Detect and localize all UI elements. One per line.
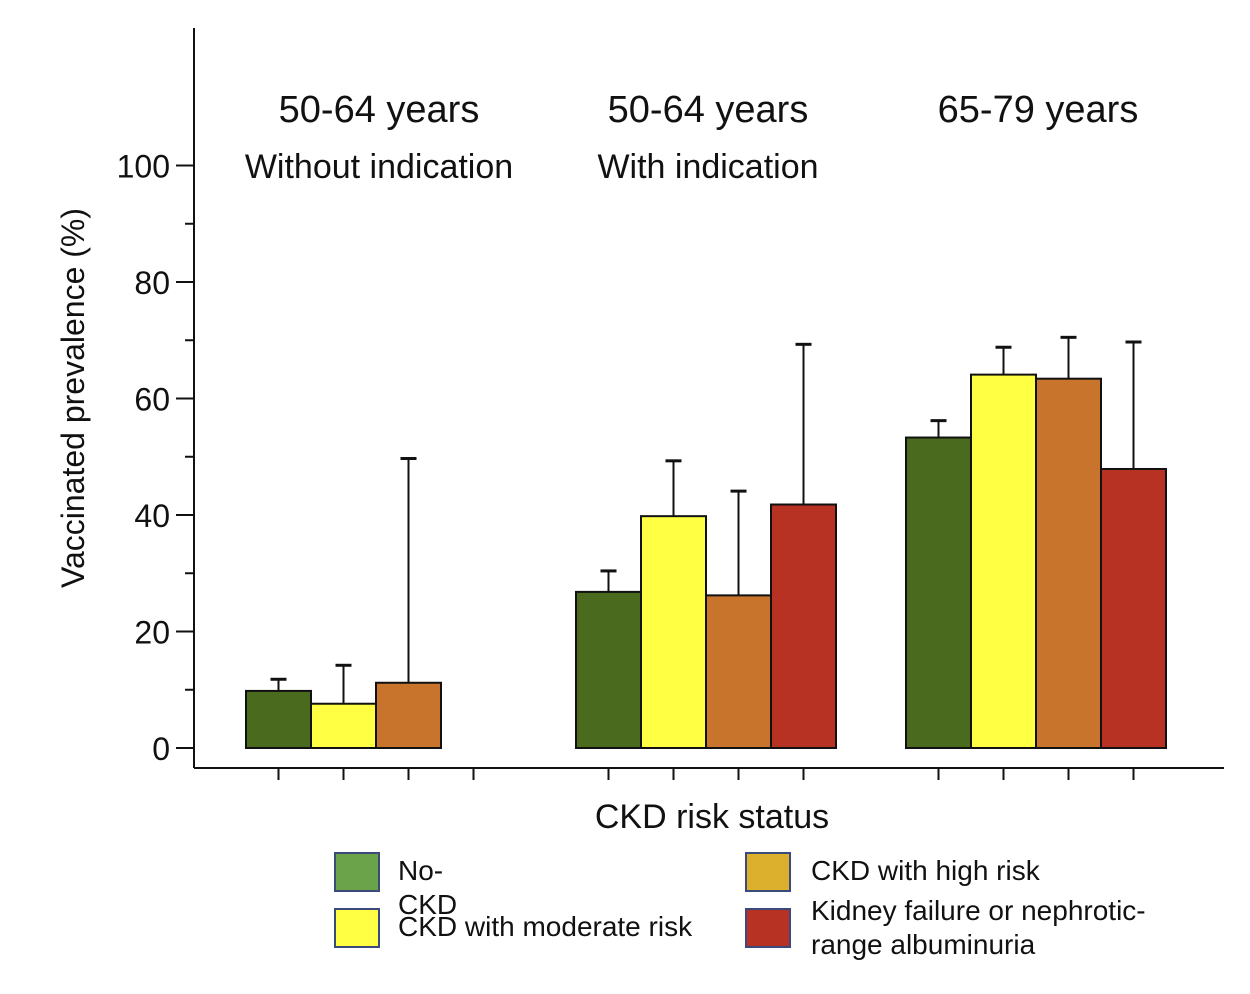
bar bbox=[1100, 467, 1167, 749]
legend-label-kidney-failure: Kidney failure or nephrotic- range album… bbox=[811, 895, 1146, 960]
legend-label-ckd-moderate: CKD with moderate risk bbox=[398, 911, 693, 942]
x-ticks bbox=[277, 768, 1135, 780]
y-axis-label: Vaccinated prevalence (%) bbox=[55, 208, 91, 588]
group-title-3: 65-79 years bbox=[938, 89, 1139, 131]
bar bbox=[770, 503, 837, 750]
bars bbox=[245, 373, 1167, 750]
legend-swatch-ckd-moderate bbox=[334, 908, 380, 948]
legend-swatch-kidney-failure bbox=[745, 908, 791, 948]
group-titles: 50-64 years Without indication 50-64 years… bbox=[245, 89, 1139, 186]
legend-label-no-ckd: No-CKD bbox=[398, 855, 458, 920]
legend-swatch-no-ckd bbox=[334, 852, 380, 892]
error-bars bbox=[270, 335, 1142, 704]
legend-swatch-ckd-high bbox=[745, 852, 791, 892]
y-tick-label-0: 0 bbox=[152, 731, 170, 767]
group-title-2: 50-64 years bbox=[608, 89, 809, 131]
y-tick-label-60: 60 bbox=[134, 382, 170, 418]
y-tick-label-80: 80 bbox=[134, 265, 170, 301]
y-tick-label-20: 20 bbox=[134, 615, 170, 651]
bar bbox=[375, 681, 442, 750]
bar bbox=[970, 373, 1037, 749]
bar bbox=[310, 702, 377, 749]
bar bbox=[245, 689, 312, 749]
legend-label-ckd-high: CKD with high risk bbox=[811, 855, 1040, 886]
y-tick-label-40: 40 bbox=[134, 498, 170, 534]
group-subtitle-1: Without indication bbox=[245, 148, 513, 186]
group-subtitle-2: With indication bbox=[597, 148, 818, 186]
x-axis-label: CKD risk status bbox=[595, 798, 829, 836]
bar bbox=[905, 436, 972, 749]
bar bbox=[640, 515, 707, 749]
bar bbox=[705, 594, 772, 750]
bar bbox=[575, 590, 642, 750]
y-ticks: 0 20 40 60 80 100 bbox=[117, 149, 194, 767]
group-title-1: 50-64 years bbox=[279, 89, 480, 131]
y-tick-label-100: 100 bbox=[117, 149, 170, 185]
bar bbox=[1035, 377, 1102, 749]
